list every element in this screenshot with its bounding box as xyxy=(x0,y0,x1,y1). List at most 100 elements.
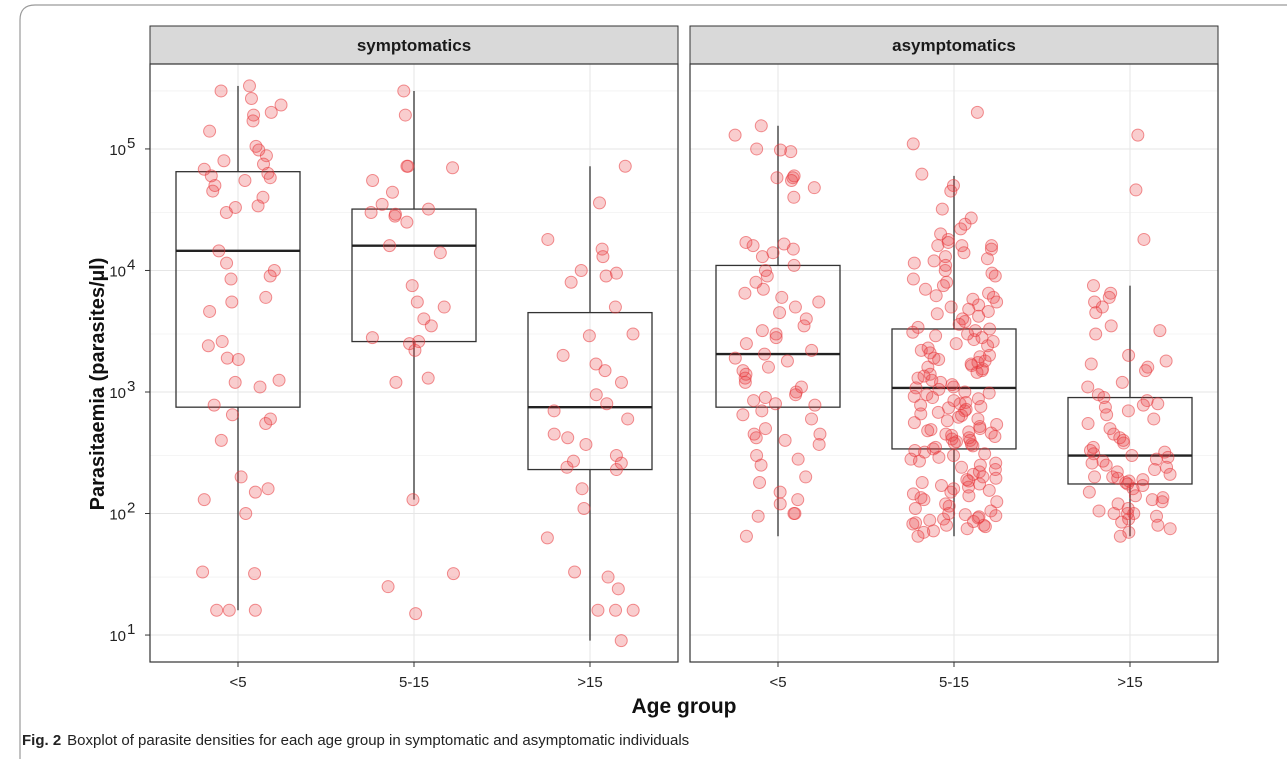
data-point xyxy=(365,331,379,345)
data-point xyxy=(758,391,772,405)
data-point xyxy=(805,343,819,357)
data-point xyxy=(944,184,958,198)
data-point xyxy=(787,258,801,272)
y-tick-exponent: 5 xyxy=(127,135,135,152)
data-point xyxy=(981,339,995,353)
data-point xyxy=(1104,319,1118,333)
data-point xyxy=(955,239,969,253)
data-point xyxy=(985,239,999,253)
data-point xyxy=(929,440,943,454)
data-point xyxy=(609,603,623,617)
data-point xyxy=(197,493,211,507)
data-point xyxy=(929,289,943,303)
data-point xyxy=(807,181,821,195)
data-point xyxy=(225,408,239,422)
data-point xyxy=(952,410,966,424)
data-point xyxy=(1102,290,1116,304)
data-point xyxy=(975,364,989,378)
data-point xyxy=(263,412,277,426)
data-point xyxy=(568,565,582,579)
figure-border xyxy=(19,4,1287,759)
data-point xyxy=(941,232,955,246)
data-point xyxy=(958,508,972,522)
data-point xyxy=(982,483,996,497)
data-point xyxy=(988,430,1002,444)
data-point xyxy=(978,520,992,534)
data-point xyxy=(409,607,423,621)
data-point xyxy=(1107,427,1121,441)
data-point xyxy=(406,493,420,507)
data-point xyxy=(949,337,963,351)
data-point xyxy=(1086,279,1100,293)
data-point xyxy=(1100,408,1114,422)
data-point xyxy=(207,398,221,412)
box-asymptomatics-<5 xyxy=(715,264,841,408)
box-symptomatics-5-15 xyxy=(351,208,477,343)
data-point xyxy=(791,493,805,507)
data-point xyxy=(938,263,952,277)
data-point xyxy=(797,319,811,333)
data-point xyxy=(228,375,242,389)
data-point xyxy=(364,205,378,219)
data-point xyxy=(984,426,998,440)
data-point xyxy=(939,258,953,272)
data-point xyxy=(1088,470,1102,484)
box-symptomatics-<5 xyxy=(175,171,301,408)
data-point xyxy=(1126,482,1140,496)
data-point xyxy=(769,327,783,341)
facet-label-asymptomatics: asymptomatics xyxy=(892,36,1016,55)
data-point xyxy=(383,239,397,253)
data-point xyxy=(971,392,985,406)
data-point xyxy=(786,242,800,256)
data-point xyxy=(204,169,218,183)
data-point xyxy=(1097,391,1111,405)
caption-label: Fig. 2 xyxy=(22,732,62,749)
data-point xyxy=(203,124,217,138)
data-point xyxy=(220,351,234,365)
plot-layer: symptomatics <5 5-15 >15 asymptomatics <5 5-15… xyxy=(109,25,1219,691)
y-tick-label: 10 xyxy=(109,628,126,645)
data-point xyxy=(921,424,935,438)
data-point xyxy=(906,137,920,151)
data-point xyxy=(974,399,988,413)
data-point xyxy=(947,380,961,394)
data-point xyxy=(808,398,822,412)
data-point xyxy=(799,312,813,326)
data-point xyxy=(388,209,402,223)
data-point xyxy=(253,380,267,394)
data-point xyxy=(768,397,782,411)
data-point xyxy=(927,351,941,365)
data-point xyxy=(215,335,229,349)
data-point xyxy=(609,463,623,477)
data-point xyxy=(970,365,984,379)
data-point xyxy=(949,435,963,449)
data-point xyxy=(908,501,922,515)
data-point xyxy=(219,205,233,219)
data-point xyxy=(259,417,273,431)
data-point xyxy=(560,460,574,474)
data-point xyxy=(947,449,961,463)
data-point xyxy=(813,427,827,441)
data-point xyxy=(1106,470,1120,484)
data-point xyxy=(421,202,435,216)
data-point xyxy=(773,485,787,499)
data-point xyxy=(738,286,752,300)
y-tick-label: 10 xyxy=(109,142,126,159)
data-point xyxy=(561,431,575,445)
data-point xyxy=(990,295,1004,309)
data-point xyxy=(962,489,976,503)
data-point xyxy=(579,437,593,451)
data-point xyxy=(574,263,588,277)
data-point xyxy=(907,389,921,403)
data-point xyxy=(385,185,399,199)
data-point xyxy=(1148,463,1162,477)
data-point xyxy=(926,524,940,538)
data-point xyxy=(812,437,826,451)
data-point xyxy=(598,364,612,378)
data-point xyxy=(381,580,395,594)
data-point xyxy=(424,319,438,333)
data-point xyxy=(787,507,801,521)
data-point xyxy=(222,603,236,617)
data-point xyxy=(755,404,769,418)
